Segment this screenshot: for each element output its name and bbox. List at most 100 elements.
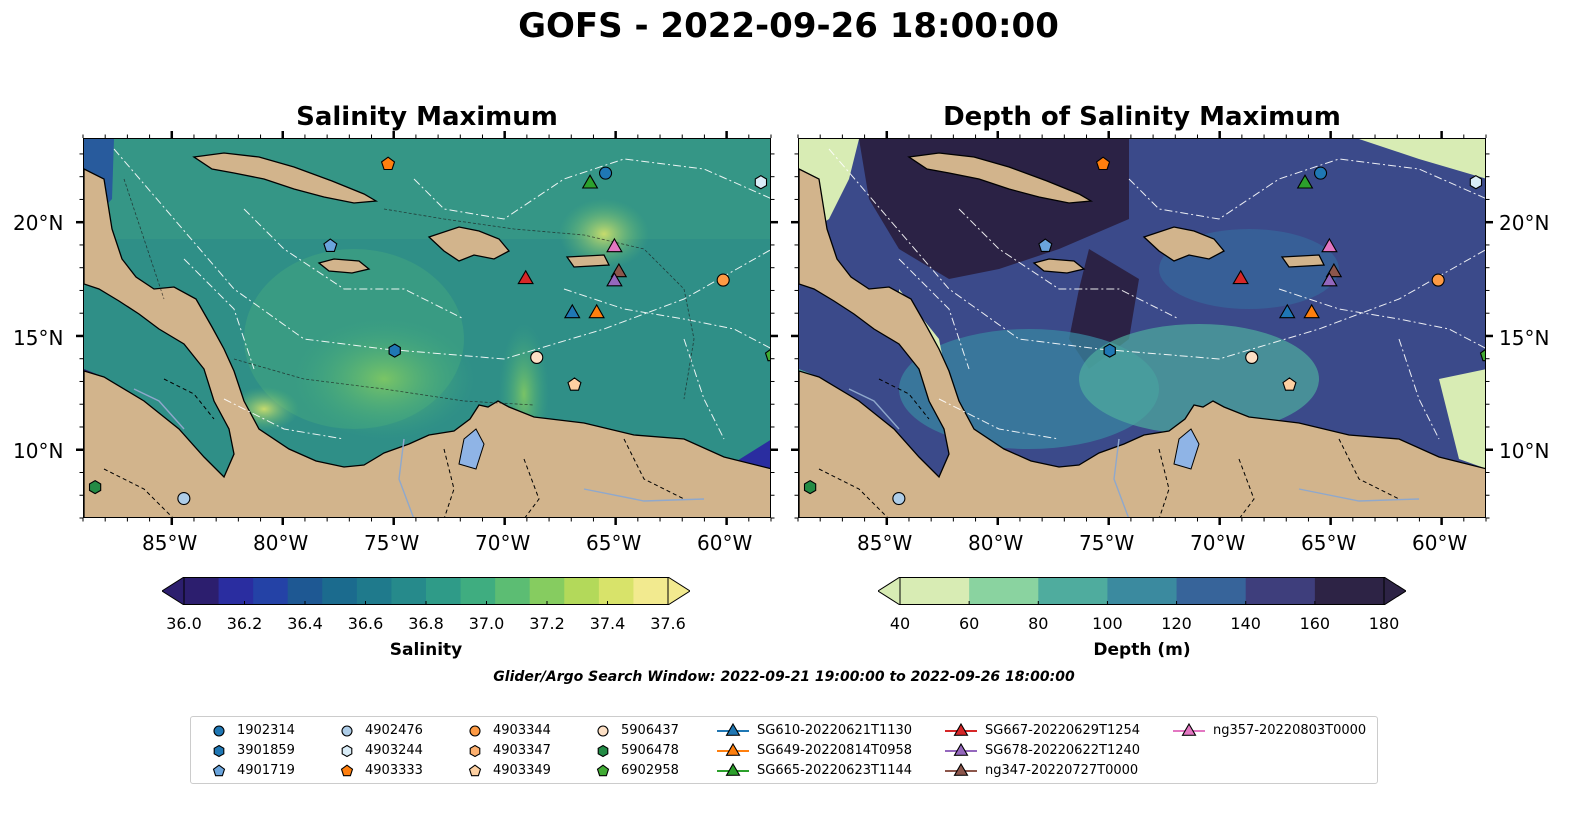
legend-label: SG649-20220814T0958: [757, 743, 913, 758]
marker-SG610-20220621T1130: [563, 303, 581, 319]
legend-label: 4903244: [365, 743, 423, 758]
lat-label-15n-right: 15°N: [1499, 326, 1550, 350]
legend-marker: [945, 742, 977, 756]
legend-symbol: [597, 725, 609, 737]
colorbar-tick-label: 37.6: [650, 614, 686, 633]
lon-label-85w-left: 85°W: [142, 531, 198, 555]
lat-label-15n-left: 15°N: [13, 326, 64, 350]
colorbar-segment: [391, 577, 427, 605]
legend-marker: [717, 722, 749, 736]
legend-symbol: [725, 762, 741, 776]
legend-symbol: [341, 725, 353, 737]
legend-symbol: [953, 762, 969, 776]
marker-SG665-20220623T1144: [581, 174, 599, 189]
legend-marker: [945, 762, 977, 776]
marker-4903344: [1431, 273, 1445, 287]
legend-symbol: [596, 764, 610, 777]
marker-SG610-20220621T1130: [1278, 303, 1296, 319]
salinity-map[interactable]: [83, 138, 771, 518]
marker-5906437: [1245, 350, 1259, 364]
marker-4903333: [1095, 156, 1111, 171]
lat-label-10n-left: 10°N: [13, 439, 64, 463]
lat-label-10n-right: 10°N: [1499, 439, 1550, 463]
colorbar-tick-label: 100: [1092, 614, 1123, 633]
colorbar-segment: [1107, 577, 1178, 605]
marker-4902476: [177, 491, 191, 506]
legend-label: 5906437: [621, 723, 679, 738]
salinity-north-band: [84, 139, 770, 239]
marker-4901719: [1038, 238, 1053, 252]
colorbar-tick-label: 160: [1299, 614, 1331, 633]
depth-map[interactable]: [798, 138, 1486, 518]
colorbar-segment: [218, 577, 254, 605]
marker-4903349: [1282, 377, 1297, 391]
legend-label: SG610-20220621T1130: [757, 723, 913, 738]
salinity-colorbar-label: Salinity: [389, 640, 463, 660]
colorbar-extend-max: [1383, 577, 1406, 605]
legend-label: 3901859: [237, 743, 295, 758]
legend-symbol: [953, 722, 969, 736]
colorbar-tick-label: 36.6: [347, 614, 384, 633]
marker-4903244: [1469, 175, 1483, 190]
legend-marker: [945, 722, 977, 736]
colorbar-tick-label: 37.2: [529, 614, 565, 633]
depth-rivers: [848, 388, 1420, 517]
salinity-rivers: [133, 388, 705, 517]
legend-symbol: [1181, 722, 1197, 736]
salinity-borders: [103, 378, 685, 517]
marker-4903344: [716, 273, 730, 287]
colorbar-tick-label: 120: [1161, 614, 1192, 633]
legend-label: 1902314: [237, 723, 295, 738]
legend-symbol: [597, 744, 609, 758]
lon-label-75w-left: 75°W: [364, 531, 420, 555]
lon-label-70w-left: 70°W: [475, 531, 531, 555]
lon-label-80w-right: 80°W: [968, 531, 1024, 555]
salinity-markers: [88, 156, 770, 506]
colorbar-tick-label: 40: [889, 614, 911, 633]
legend-label: 4901719: [237, 763, 295, 778]
legend-symbol: [953, 742, 969, 756]
marker-ng357-20220803T0000: [606, 237, 623, 253]
depth-shallow-band: [1079, 324, 1319, 434]
legend-symbol: [341, 744, 353, 758]
legend-symbol: [213, 725, 225, 737]
colorbar-segment: [1176, 577, 1247, 605]
legend-symbol: [212, 764, 226, 777]
colorbar-segment: [1245, 577, 1316, 605]
colorbar-tick-label: 36.0: [166, 614, 202, 633]
legend-label: 6902958: [621, 763, 679, 778]
marker-1902314: [1313, 166, 1328, 180]
colorbar-segment: [598, 577, 634, 605]
legend-marker: [469, 744, 481, 758]
depth-map-canvas: [799, 139, 1485, 517]
marker-4903333: [380, 156, 396, 171]
colorbar-segment: [495, 577, 531, 605]
depth-colorbar: [878, 577, 1406, 605]
colorbar-outline: [899, 577, 1385, 605]
legend-marker: [597, 725, 609, 737]
marker-ng357-20220803T0000: [1321, 237, 1338, 253]
colorbar-segment: [564, 577, 600, 605]
depth-shelf-east: [1439, 369, 1485, 469]
legend-label: 5906478: [621, 743, 679, 758]
colorbar-tick-label: 140: [1230, 614, 1261, 633]
colorbar-segment: [322, 577, 358, 605]
legend-label: 4903344: [493, 723, 551, 738]
colorbar-tick-label: 36.2: [226, 614, 263, 633]
marker-5906478: [803, 479, 817, 495]
lon-label-60w-left: 60°W: [697, 531, 753, 555]
legend-marker: [212, 764, 226, 777]
marker-6902958: [1479, 349, 1485, 362]
figure-title: GOFS - 2022-09-26 18:00:00: [518, 6, 1059, 46]
colorbar-segment: [969, 577, 1039, 605]
legend-label: 4903347: [493, 743, 551, 758]
legend-label: SG678-20220622T1240: [985, 743, 1141, 758]
legend-label: ng347-20220727T0000: [985, 763, 1139, 778]
legend-marker: [596, 764, 610, 777]
right-map-title: Depth of Salinity Maximum: [943, 102, 1341, 132]
colorbar-segment: [287, 577, 323, 605]
lon-label-70w-right: 70°W: [1190, 531, 1246, 555]
legend-label: ng357-20220803T0000: [1213, 723, 1367, 738]
legend-symbol: [725, 742, 741, 756]
salinity-lake-maracaibo: [458, 428, 485, 470]
